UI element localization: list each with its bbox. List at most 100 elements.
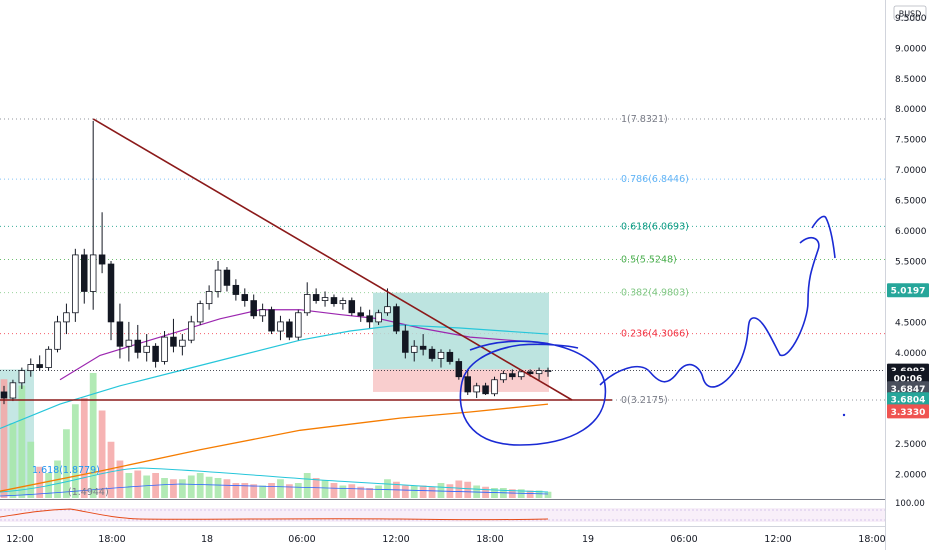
candle	[98, 212, 106, 274]
ma-orange	[0, 403, 549, 492]
volume-bar	[535, 490, 543, 498]
candle-body	[27, 364, 35, 372]
time-tick-label: 12:00	[6, 534, 33, 545]
candle	[428, 346, 436, 362]
hand-drawn-circle	[459, 340, 607, 446]
volume-bar	[170, 479, 177, 498]
volume-bar	[36, 466, 44, 498]
candle-body	[544, 370, 552, 373]
symbol-badge-box	[893, 5, 927, 21]
price-tick-label: 2.5000	[895, 440, 927, 450]
candle	[9, 379, 17, 402]
price-tick-label: 2.0000	[895, 471, 927, 481]
volume-bar	[526, 490, 534, 498]
candle	[375, 309, 382, 325]
time-tick-label: 18	[201, 534, 213, 545]
candle-body	[98, 254, 106, 265]
candle-body	[268, 309, 275, 332]
candle	[196, 300, 204, 325]
volume-bar	[410, 485, 418, 498]
price-tick-label: 5.5000	[895, 257, 927, 267]
candle	[223, 267, 231, 292]
candle	[152, 343, 159, 368]
candle-body	[330, 297, 338, 305]
candle-body	[89, 254, 97, 292]
candle	[125, 321, 133, 362]
candle	[402, 324, 409, 359]
candle-body	[241, 294, 249, 301]
fibonacci-labels: 1(7.8321) 0.786(6.8446) 0.618(6.0693) 0.5(5…	[32, 114, 689, 498]
price-tick-label: 7.5000	[895, 136, 927, 146]
candle	[143, 334, 150, 362]
time-tick-label: 12:00	[382, 534, 409, 545]
candle-body	[375, 312, 382, 323]
candle-body	[116, 321, 124, 347]
price-badge-box	[887, 381, 929, 396]
candle-body	[18, 370, 26, 384]
time-tick-label: 06:00	[288, 534, 315, 545]
candle-body	[179, 339, 186, 347]
time-tick-label: 19	[582, 534, 594, 545]
candle-body	[312, 294, 320, 301]
candle-body	[526, 371, 534, 375]
volume-bar	[544, 491, 552, 498]
candle-body	[214, 269, 222, 292]
symbol-label: BUSD	[899, 10, 922, 19]
volume-bar	[375, 485, 382, 498]
candle-body	[303, 294, 311, 314]
fib-label: (1.4944)	[68, 487, 109, 498]
candlesticks	[0, 120, 552, 405]
volume-bar	[116, 460, 124, 498]
volume-bar	[384, 479, 391, 498]
candle	[89, 120, 97, 310]
candle-body	[410, 345, 418, 353]
volume-bar	[71, 404, 79, 498]
user-drawings	[0, 118, 885, 446]
candle	[241, 288, 249, 307]
candle	[357, 306, 364, 322]
time-axis[interactable]: 12:00 18:00 18 06:00 12:00 18:00 19 06:00 12:00 1…	[6, 534, 885, 545]
candle	[295, 309, 302, 341]
candle-body	[348, 300, 356, 314]
candle	[330, 294, 338, 307]
price-badge-box	[887, 283, 929, 298]
price-badge: 5.0197	[887, 283, 929, 298]
fib-label: 0.618(6.0693)	[621, 221, 689, 232]
price-tick-label: 9.5000	[895, 14, 927, 24]
fib-label: 1.618(1.8779)	[32, 465, 100, 476]
volume-bar	[214, 478, 222, 498]
price-badge-label: 3.6804	[891, 396, 926, 406]
candle	[473, 382, 480, 399]
volume-bar	[250, 484, 258, 498]
price-badge-label: 00:06	[894, 374, 923, 384]
volume-ma	[0, 467, 549, 493]
candle	[419, 334, 427, 356]
candle	[366, 309, 373, 328]
ma-cyan	[0, 324, 549, 430]
fib-label: 0.382(4.9803)	[621, 288, 689, 299]
volume-bar	[80, 398, 88, 498]
time-tick-label: 18:00	[858, 534, 885, 545]
volume-bar	[294, 483, 302, 498]
candle	[384, 288, 391, 316]
time-tick-label: 18:00	[98, 534, 125, 545]
candle	[54, 315, 61, 353]
volume-bar	[187, 475, 195, 498]
projection-wave-peak	[811, 215, 836, 259]
candle	[232, 279, 240, 301]
ma-purple	[59, 309, 549, 381]
volume-bar	[437, 483, 445, 498]
candle-body	[339, 300, 347, 305]
candle-body	[402, 330, 409, 353]
price-tick-label: 7.0000	[895, 166, 927, 176]
candle-body	[107, 263, 115, 323]
price-tick-label: 8.0000	[895, 105, 927, 115]
candle	[437, 349, 445, 368]
volume-bar	[196, 473, 204, 498]
volume-bar	[27, 441, 35, 498]
price-tick-label: 9.0000	[895, 44, 927, 54]
volume-bar	[9, 423, 17, 498]
volume-bar	[419, 485, 427, 498]
